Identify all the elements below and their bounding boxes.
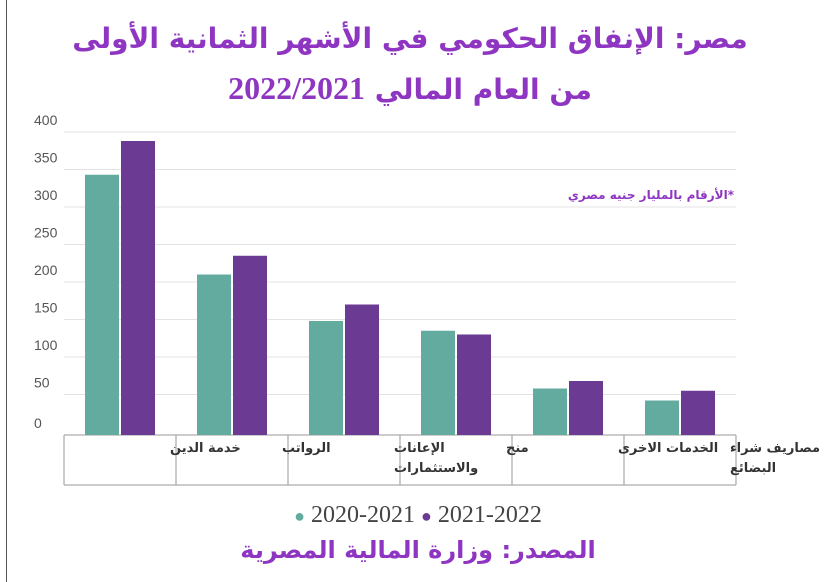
y-tick-label: 0 bbox=[34, 415, 42, 431]
bar-series-1 bbox=[85, 174, 119, 435]
x-category-label: مصاريف شراء bbox=[730, 441, 820, 456]
bar-series-2 bbox=[457, 334, 491, 435]
legend: ● 2020-2021 ● 2021-2022 bbox=[0, 502, 836, 529]
bar-chart: 0 50 100 150 200 250 300 350 400 خدمة الدين الروات… bbox=[34, 112, 820, 486]
page-border bbox=[6, 0, 7, 582]
y-tick-label: 100 bbox=[34, 337, 58, 353]
x-category-label: خدمة الدين bbox=[170, 441, 241, 456]
legend-label-series-1: 2020-2021 bbox=[311, 502, 415, 528]
bar-series-2 bbox=[569, 381, 603, 435]
y-tick-label: 150 bbox=[34, 300, 58, 316]
source-note: المصدر: وزارة المالية المصرية bbox=[240, 536, 596, 564]
y-tick-label: 50 bbox=[34, 375, 50, 391]
chart-title: مصر: الإنفاق الحكومي في الأشهر الثمانية … bbox=[72, 22, 748, 55]
legend-label-series-2: 2021-2022 bbox=[437, 502, 542, 528]
y-tick-label: 250 bbox=[34, 225, 58, 241]
subtitle-year: 2022/2021 bbox=[228, 70, 365, 106]
y-tick-label: 300 bbox=[34, 187, 58, 203]
bar-series-1 bbox=[309, 321, 343, 435]
x-category-label: الخدمات الاخرى bbox=[618, 441, 718, 456]
bar-series-1 bbox=[421, 330, 455, 435]
units-note: *الأرقام بالمليار جنيه مصري bbox=[567, 188, 734, 202]
y-tick-label: 350 bbox=[34, 150, 58, 166]
x-category-label: الإعانات bbox=[394, 441, 445, 456]
legend-marker-series-1: ● bbox=[294, 505, 305, 526]
y-tick-label: 200 bbox=[34, 262, 58, 278]
x-category-label: الرواتب bbox=[282, 441, 331, 456]
subtitle-text: من العام المالي bbox=[374, 73, 592, 106]
bar-series-1 bbox=[533, 388, 567, 435]
bar-series-2 bbox=[121, 141, 155, 435]
bar-series-2 bbox=[345, 304, 379, 435]
bar-series-2 bbox=[681, 390, 715, 435]
y-tick-label: 400 bbox=[34, 112, 58, 128]
bar-series-1 bbox=[197, 274, 231, 435]
x-category-label: والاستثمارات bbox=[394, 461, 478, 476]
x-category-label: البضائع bbox=[730, 461, 776, 476]
bar-series-2 bbox=[233, 255, 267, 435]
bar-series-1 bbox=[645, 400, 679, 435]
chart-subtitle: من العام المالي 2022/2021 bbox=[40, 70, 780, 107]
x-category-label: منح bbox=[506, 441, 529, 456]
legend-marker-series-2: ● bbox=[421, 505, 432, 526]
